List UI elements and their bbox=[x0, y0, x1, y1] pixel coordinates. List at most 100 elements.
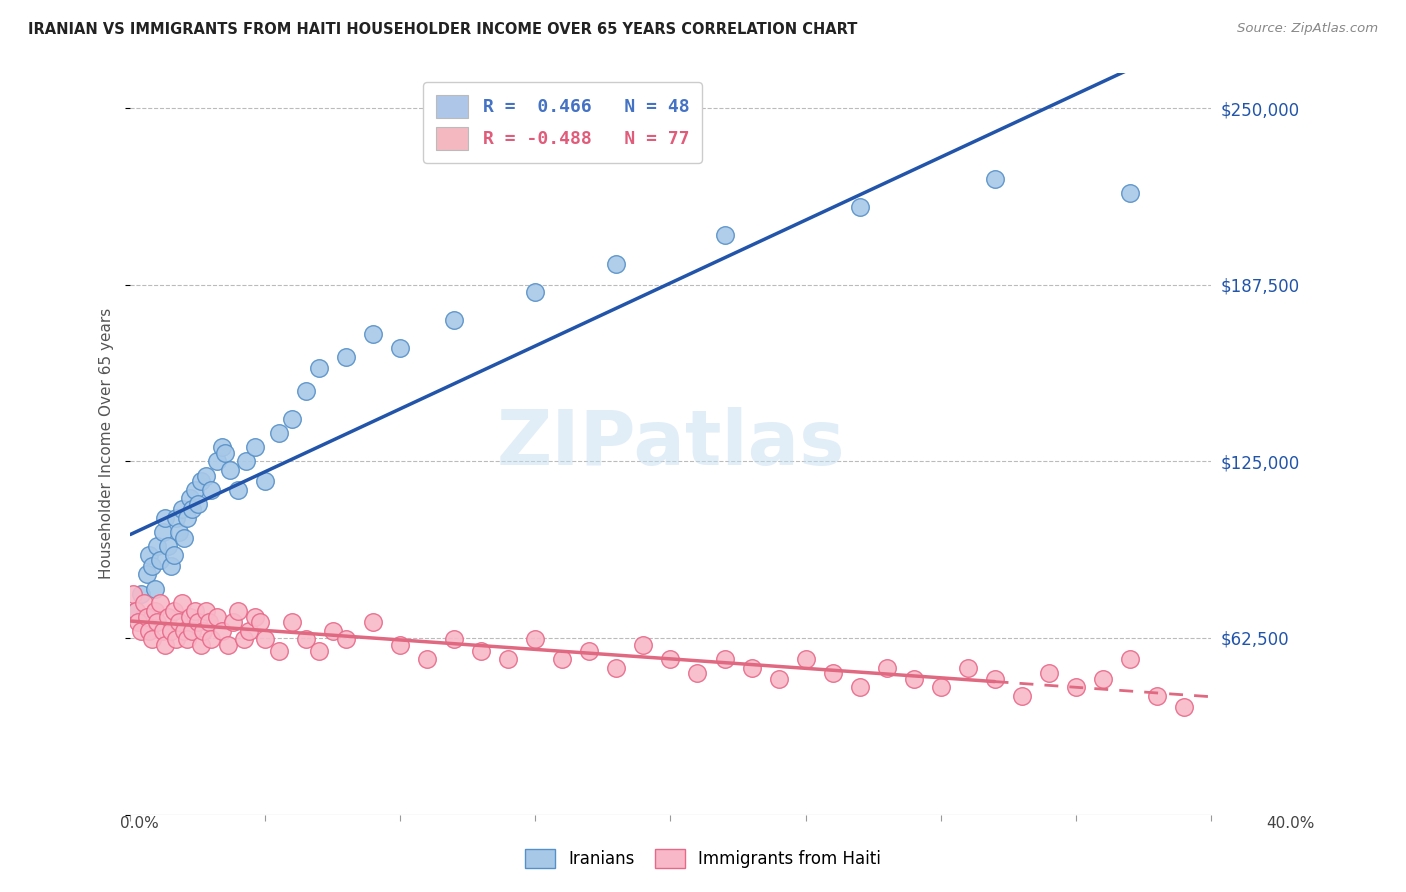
Point bbox=[129, 587, 152, 601]
Point bbox=[1091, 672, 1114, 686]
Point bbox=[1064, 681, 1087, 695]
Point bbox=[181, 502, 204, 516]
Point bbox=[416, 652, 439, 666]
Text: 40.0%: 40.0% bbox=[1267, 816, 1315, 831]
Point bbox=[794, 652, 817, 666]
Point bbox=[155, 511, 177, 525]
Point bbox=[295, 632, 318, 647]
Point bbox=[217, 638, 239, 652]
Point bbox=[194, 468, 217, 483]
Point bbox=[335, 350, 357, 364]
Point bbox=[132, 609, 155, 624]
Point bbox=[138, 548, 160, 562]
Point bbox=[141, 558, 163, 573]
Point bbox=[211, 624, 233, 638]
Point bbox=[152, 524, 174, 539]
Point bbox=[254, 474, 277, 488]
Point bbox=[176, 632, 198, 647]
Point bbox=[129, 624, 152, 638]
Point bbox=[1146, 689, 1168, 703]
Text: ZIPatlas: ZIPatlas bbox=[496, 407, 845, 481]
Point bbox=[983, 672, 1005, 686]
Point bbox=[167, 615, 190, 630]
Point bbox=[295, 384, 318, 398]
Point bbox=[160, 624, 183, 638]
Point bbox=[741, 660, 763, 674]
Point bbox=[267, 643, 290, 657]
Point bbox=[200, 632, 222, 647]
Point bbox=[1011, 689, 1033, 703]
Point bbox=[1118, 186, 1140, 200]
Point bbox=[157, 609, 180, 624]
Point bbox=[524, 285, 547, 299]
Point bbox=[193, 624, 215, 638]
Point bbox=[713, 652, 735, 666]
Point bbox=[143, 604, 166, 618]
Text: Source: ZipAtlas.com: Source: ZipAtlas.com bbox=[1237, 22, 1378, 36]
Point bbox=[238, 624, 260, 638]
Point bbox=[254, 632, 277, 647]
Point bbox=[149, 553, 172, 567]
Point bbox=[1038, 666, 1060, 681]
Point bbox=[389, 638, 412, 652]
Point bbox=[633, 638, 655, 652]
Point bbox=[956, 660, 979, 674]
Point bbox=[228, 483, 250, 497]
Point bbox=[138, 624, 160, 638]
Point bbox=[205, 609, 228, 624]
Legend: Iranians, Immigrants from Haiti: Iranians, Immigrants from Haiti bbox=[519, 842, 887, 875]
Point bbox=[659, 652, 682, 666]
Point bbox=[235, 454, 257, 468]
Point bbox=[127, 615, 149, 630]
Point bbox=[190, 638, 212, 652]
Point bbox=[228, 604, 250, 618]
Point bbox=[179, 609, 201, 624]
Point bbox=[281, 412, 304, 426]
Point bbox=[162, 604, 184, 618]
Point bbox=[165, 511, 187, 525]
Point bbox=[443, 632, 465, 647]
Point bbox=[308, 643, 330, 657]
Point bbox=[173, 624, 195, 638]
Point bbox=[167, 524, 190, 539]
Point bbox=[281, 615, 304, 630]
Point bbox=[155, 638, 177, 652]
Point bbox=[143, 582, 166, 596]
Point bbox=[524, 632, 547, 647]
Point bbox=[219, 463, 242, 477]
Point bbox=[551, 652, 574, 666]
Point bbox=[149, 596, 172, 610]
Point bbox=[162, 548, 184, 562]
Point bbox=[205, 454, 228, 468]
Point bbox=[768, 672, 790, 686]
Point bbox=[132, 596, 155, 610]
Point bbox=[848, 200, 870, 214]
Point bbox=[179, 491, 201, 505]
Point bbox=[146, 615, 169, 630]
Point bbox=[157, 539, 180, 553]
Point bbox=[232, 632, 254, 647]
Point bbox=[249, 615, 271, 630]
Point bbox=[308, 361, 330, 376]
Point bbox=[876, 660, 898, 674]
Point bbox=[1173, 700, 1195, 714]
Point bbox=[170, 502, 193, 516]
Point bbox=[335, 632, 357, 647]
Point bbox=[389, 342, 412, 356]
Point bbox=[152, 624, 174, 638]
Point bbox=[146, 539, 169, 553]
Point bbox=[176, 511, 198, 525]
Point bbox=[848, 681, 870, 695]
Point bbox=[187, 497, 209, 511]
Point bbox=[443, 313, 465, 327]
Point bbox=[498, 652, 520, 666]
Point bbox=[197, 615, 219, 630]
Point bbox=[125, 604, 148, 618]
Point bbox=[141, 632, 163, 647]
Point bbox=[184, 483, 207, 497]
Point bbox=[170, 596, 193, 610]
Legend: R =  0.466   N = 48, R = -0.488   N = 77: R = 0.466 N = 48, R = -0.488 N = 77 bbox=[423, 82, 702, 162]
Point bbox=[190, 474, 212, 488]
Point bbox=[243, 609, 266, 624]
Point bbox=[983, 172, 1005, 186]
